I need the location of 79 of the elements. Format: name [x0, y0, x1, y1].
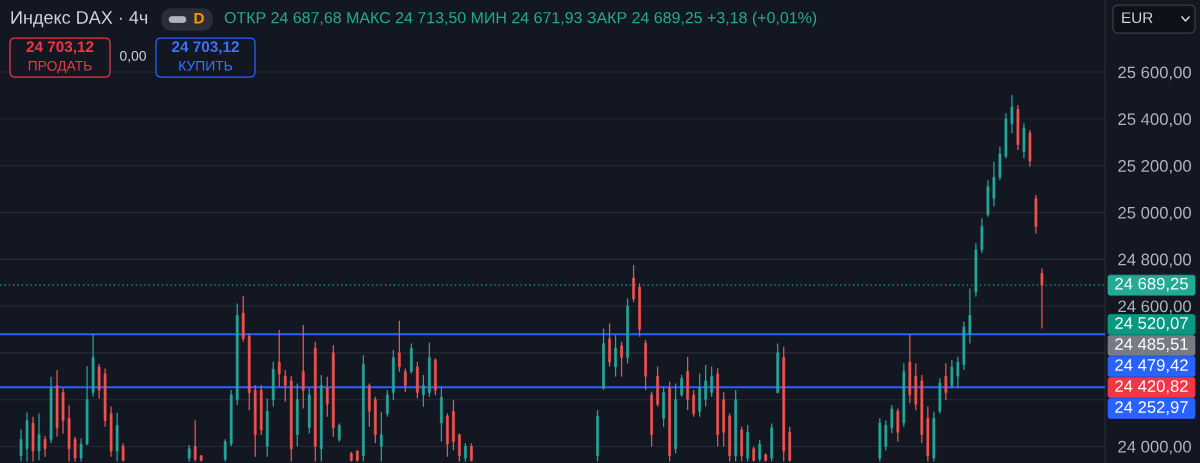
candlestick — [998, 146, 1002, 181]
annotation: 24 703,12 — [26, 41, 94, 55]
ref-line-label: 24 689,25 — [1115, 277, 1188, 292]
candlestick — [470, 442, 473, 463]
candlestick — [446, 412, 449, 458]
candlestick — [626, 297, 629, 364]
candlestick — [19, 428, 23, 463]
ref-line-label: 24 252,97 — [1115, 401, 1188, 415]
y-tick-label: 25 400,00 — [1118, 113, 1191, 128]
text: 24 420,82 — [1115, 380, 1188, 394]
candlestick — [896, 407, 900, 443]
candlestick — [608, 322, 611, 368]
candlestick — [1010, 94, 1014, 134]
candlestick — [440, 386, 443, 443]
candlestick — [283, 369, 287, 403]
candlestick — [193, 419, 197, 463]
text: ОТКР 24 687,68 МАКС 24 713,50 МИН 24 671,93 ЗАКР 24 689,25 +3,18 (+0,01%) — [224, 11, 817, 27]
candlestick — [404, 367, 407, 393]
text: Индекс DAX · 4ч — [11, 11, 148, 28]
candlestick — [632, 264, 635, 303]
y-tick-label: 24 800,00 — [1118, 253, 1191, 268]
annotation: 0,00 — [120, 50, 146, 63]
candlestick — [73, 436, 77, 463]
candlestick — [758, 439, 762, 463]
candlestick — [385, 389, 389, 418]
candlestick — [680, 374, 683, 398]
candlestick — [79, 437, 83, 463]
candlestick — [379, 411, 383, 463]
candlestick — [968, 287, 972, 345]
ref-line-label: 24 479,42 — [1115, 359, 1188, 373]
y-tick-label: 24 600,00 — [1118, 300, 1191, 315]
annotation: 24 703,12 — [172, 41, 239, 55]
annotation: КУПИТЬ — [179, 61, 233, 71]
candlestick — [422, 374, 425, 408]
candlestick — [325, 376, 329, 418]
candlestick — [452, 399, 455, 451]
candlestick — [398, 320, 401, 373]
candlestick — [458, 432, 461, 463]
text: EUR — [1122, 12, 1153, 24]
candlestick — [596, 409, 599, 463]
candlestick — [620, 341, 623, 378]
candlestick — [890, 404, 894, 434]
candlestick — [37, 412, 41, 461]
candlestick — [638, 282, 641, 338]
candlestick — [97, 363, 101, 400]
candlestick — [614, 334, 617, 378]
candlestick — [704, 364, 707, 408]
candlestick — [301, 324, 305, 410]
y-tick-label: 25 200,00 — [1118, 160, 1191, 174]
y-tick-label: 25 000,00 — [1118, 206, 1191, 221]
candlestick — [644, 339, 647, 391]
candlestick — [1040, 267, 1044, 330]
candlestick — [337, 422, 341, 443]
candlestick — [121, 442, 125, 463]
candlestick — [464, 442, 467, 463]
candlestick — [944, 362, 948, 401]
candlestick — [656, 365, 659, 408]
text: 24 520,07 — [1115, 317, 1188, 331]
candlestick — [650, 391, 653, 448]
candlestick — [277, 329, 281, 388]
text: 24 485,51 — [1115, 338, 1188, 352]
annotation: D — [194, 12, 204, 24]
candlestick — [710, 365, 714, 398]
candlestick — [692, 389, 695, 418]
annotation: ПРОДАТЬ — [28, 60, 92, 74]
candlestick — [992, 161, 996, 208]
candlestick — [1022, 122, 1026, 160]
candlestick — [698, 372, 701, 418]
candlestick — [950, 359, 954, 389]
candlestick — [223, 438, 227, 463]
y-tick-label: 25 600,00 — [1118, 66, 1191, 81]
candlestick — [43, 435, 47, 458]
candlestick — [956, 356, 960, 389]
y-tick-label: 24 000,00 — [1118, 440, 1191, 455]
candlestick — [662, 386, 665, 428]
candlestick — [884, 419, 888, 451]
candlestick — [410, 342, 413, 375]
candlestick — [980, 217, 984, 254]
candlestick — [602, 327, 605, 391]
